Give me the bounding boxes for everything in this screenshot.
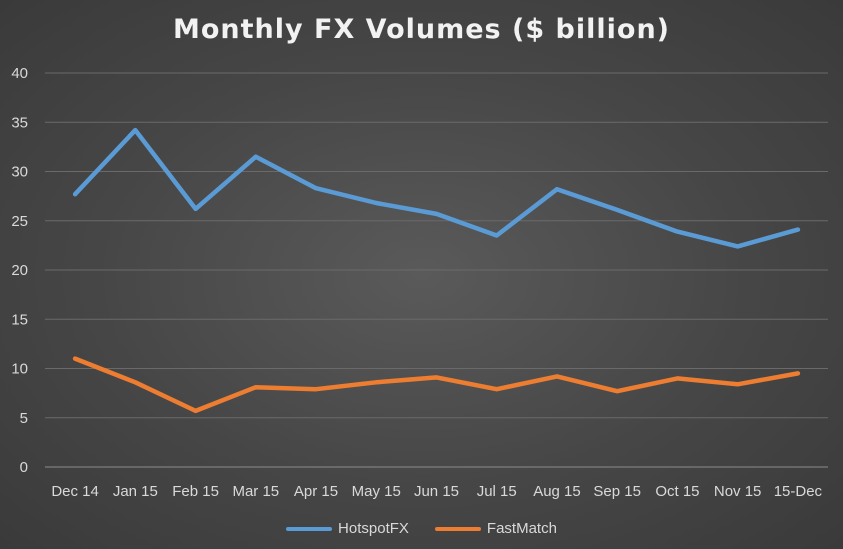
series-line-hotspotfx bbox=[72, 127, 801, 249]
legend-label-hotspotfx: HotspotFX bbox=[338, 520, 409, 537]
x-tick-label: Nov 15 bbox=[714, 483, 762, 500]
y-tick-label: 10 bbox=[11, 361, 28, 378]
gridlines bbox=[45, 72, 828, 468]
legend-swatch-fastmatch bbox=[434, 526, 481, 531]
x-tick-label: Aug 15 bbox=[533, 483, 581, 500]
x-tick-label: Feb 15 bbox=[172, 483, 219, 500]
legend: HotspotFX FastMatch bbox=[0, 520, 843, 537]
x-tick-label: Sep 15 bbox=[593, 483, 641, 500]
y-tick-label: 0 bbox=[20, 459, 28, 476]
x-tick-label: 15-Dec bbox=[774, 483, 823, 500]
x-tick-label: Mar 15 bbox=[232, 483, 279, 500]
series-lines bbox=[72, 127, 801, 414]
legend-label-fastmatch: FastMatch bbox=[486, 520, 557, 537]
x-tick-label: Dec 14 bbox=[51, 483, 99, 500]
series-line-fastmatch bbox=[72, 356, 801, 414]
y-tick-label: 30 bbox=[11, 164, 28, 181]
x-axis-tick-labels: Dec 14 Jan 15 Feb 15 Mar 15 Apr 15 May 15 Jun … bbox=[51, 483, 822, 500]
y-tick-label: 35 bbox=[11, 114, 28, 131]
y-tick-label: 20 bbox=[11, 262, 28, 279]
y-tick-label: 5 bbox=[20, 410, 28, 427]
legend-swatch-hotspotfx bbox=[286, 526, 333, 531]
x-tick-label: May 15 bbox=[352, 483, 401, 500]
y-tick-label: 40 bbox=[11, 65, 28, 82]
legend-item-fastmatch: FastMatch bbox=[434, 520, 557, 537]
x-tick-label: Jan 15 bbox=[113, 483, 158, 500]
chart-title: Monthly FX Volumes ($ billion) bbox=[172, 14, 671, 45]
y-axis-tick-labels: 0 5 10 15 20 25 30 35 40 bbox=[11, 65, 28, 476]
x-tick-label: Jul 15 bbox=[477, 483, 517, 500]
y-tick-label: 25 bbox=[11, 213, 28, 230]
y-tick-label: 15 bbox=[11, 311, 28, 328]
x-tick-label: Oct 15 bbox=[655, 483, 699, 500]
x-tick-label: Apr 15 bbox=[294, 483, 338, 500]
x-tick-label: Jun 15 bbox=[414, 483, 459, 500]
legend-item-hotspotfx: HotspotFX bbox=[286, 520, 409, 537]
